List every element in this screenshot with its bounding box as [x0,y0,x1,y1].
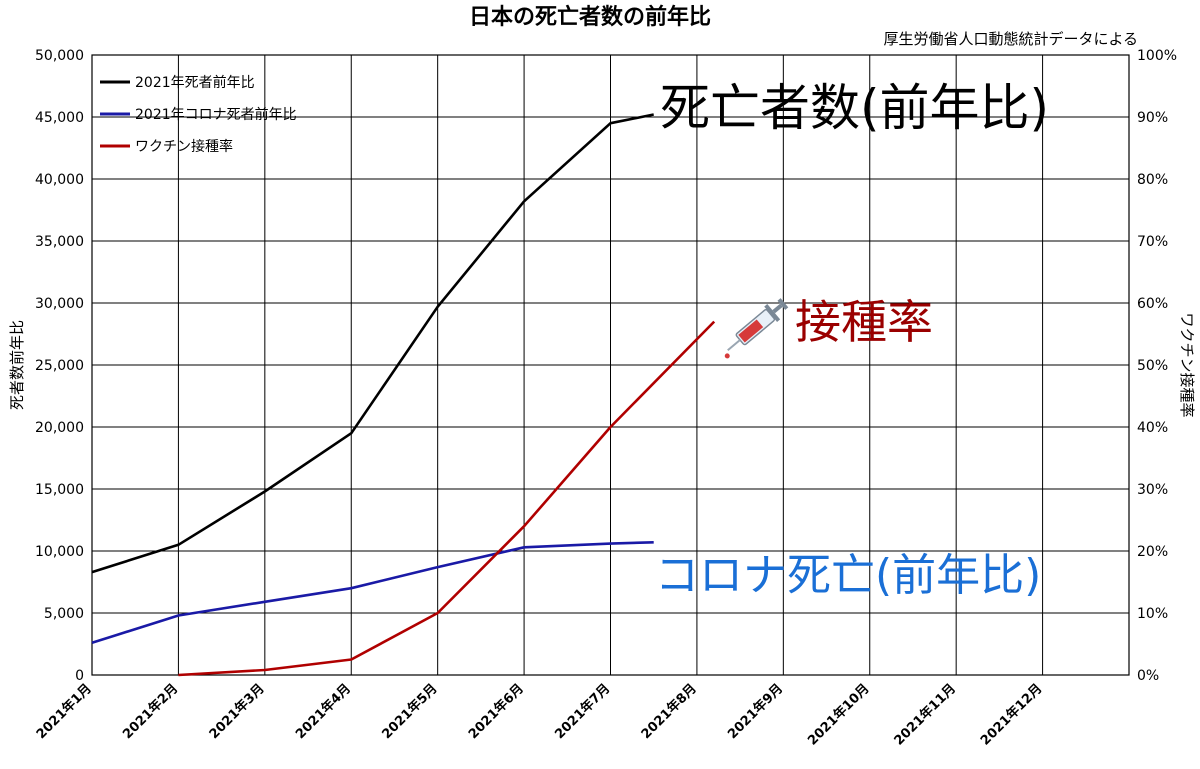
y-left-tick-label: 5,000 [44,606,84,622]
left-axis-ticks: 0 5,000 10,000 15,000 20,000 25,000 30,000 35,0… [35,48,84,684]
x-tick-label: 2021年9月 [724,681,786,743]
series-line-0 [91,113,654,574]
syringe-icon [724,298,789,359]
y-left-tick-label: 20,000 [35,420,84,436]
y-right-tick-label: 0% [1137,668,1159,684]
y-right-tick-label: 50% [1137,358,1168,374]
x-tick-label: 2021年4月 [292,681,354,743]
legend-label: 2021年コロナ死者前年比 [135,106,297,123]
y-right-tick-label: 100% [1137,48,1177,64]
y-left-tick-label: 15,000 [35,482,84,498]
right-axis-label: ワクチン接種率 [1178,312,1196,417]
x-tick-label: 2021年5月 [379,681,441,743]
y-left-tick-label: 50,000 [35,48,84,64]
y-right-tick-label: 70% [1137,234,1168,250]
y-left-tick-label: 35,000 [35,234,84,250]
y-right-tick-label: 90% [1137,110,1168,126]
y-left-tick-label: 45,000 [35,110,84,126]
x-axis-ticks: 2021年1月 2021年2月 2021年3月 2021年4月 2021年5月 2021年… [33,681,1045,749]
y-right-tick-label: 30% [1137,482,1168,498]
x-tick-label: 2021年2月 [120,681,182,743]
x-tick-label: 2021年11月 [891,681,959,749]
y-left-tick-label: 30,000 [35,296,84,312]
legend-label: 2021年死者前年比 [135,74,255,91]
gridlines [92,55,1129,675]
y-left-tick-label: 0 [75,668,84,684]
annotation-vaccination: 接種率 [795,295,933,349]
right-axis-ticks: 0% 10% 20% 30% 40% 50% 60% 70% 80% 90% 100% [1137,48,1177,684]
x-tick-label: 2021年3月 [206,681,268,743]
source-note: 厚生労働省人口動態統計データによる [883,30,1138,48]
x-tick-label: 2021年7月 [552,681,614,743]
left-axis-label: 死者数前年比 [8,320,26,410]
x-tick-label: 2021年10月 [804,681,872,749]
y-left-tick-label: 40,000 [35,172,84,188]
legend-label: ワクチン接種率 [135,138,233,155]
x-tick-label: 2021年1月 [33,681,95,743]
y-right-tick-label: 10% [1137,606,1168,622]
y-right-tick-label: 80% [1137,172,1168,188]
y-left-tick-label: 10,000 [35,544,84,560]
series-line-1 [91,541,654,645]
y-right-tick-label: 40% [1137,420,1168,436]
series-layer [91,113,716,677]
chart-title: 日本の死亡者数の前年比 [469,4,711,30]
y-right-tick-label: 20% [1137,544,1168,560]
plot-frame [91,54,1130,676]
annotation-deaths: 死亡者数(前年比) [660,79,1049,137]
series-line-2 [178,320,716,677]
x-tick-label: 2021年12月 [977,681,1045,749]
x-tick-label: 2021年6月 [465,681,527,743]
y-right-tick-label: 60% [1137,296,1168,312]
annotation-covid-deaths: コロナ死亡(前年比) [655,550,1041,601]
x-tick-label: 2021年8月 [638,681,700,743]
y-left-tick-label: 25,000 [35,358,84,374]
